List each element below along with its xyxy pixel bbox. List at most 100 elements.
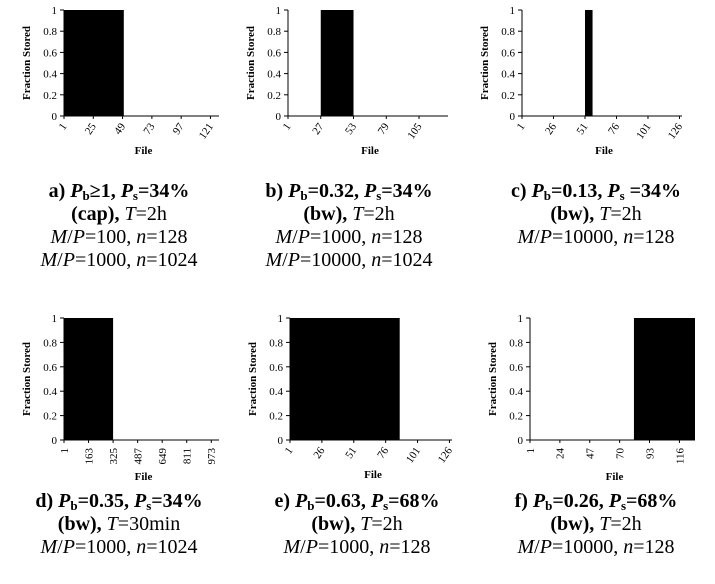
x-axis-label: File [135,471,153,483]
y-tick-label: 0.2 [501,90,515,102]
chart-b-svg: 0 0.2 0.4 0.6 0.8 1 1 27 53 79 105 Fraction Stored F… [245,5,448,157]
x-axis-label: File [361,145,379,157]
x-tick-label: 1 [57,121,70,132]
x-axis-label: File [364,469,382,481]
x-tick-label: 973 [206,448,218,465]
y-tick-label: 1 [278,313,284,325]
x-tick-label: 1 [525,448,537,454]
y-tick-label: 0.8 [269,337,283,349]
y-axis-label: Fraction Stored [245,26,257,100]
y-tick-label: 0.2 [43,411,57,423]
x-tick-label: 487 [132,448,144,465]
x-tick-label: 163 [83,448,95,465]
x-tick-label: 325 [108,448,120,465]
bar [64,318,114,440]
x-tick-label: 649 [157,448,169,465]
x-tick-label: 47 [585,448,597,460]
x-tick-label: 1 [283,445,296,456]
y-tick-label: 0.6 [267,47,281,59]
caption-parameter-line: M/P=1000, n=128 [275,226,423,248]
x-tick-label: 24 [555,448,567,460]
chart-d-svg: 0 0.2 0.4 0.6 0.8 1 1 163 325 487 649 811 973 Fractio… [21,313,219,483]
bar [290,318,400,440]
y-tick-label: 0.8 [267,26,281,38]
x-tick-label: 121 [197,121,216,141]
bar [633,318,695,440]
caption-e: e) Pb=0.63, Ps=68% (bw), T=2h M/P=1000, n=… [238,490,476,559]
chart-panel-a: 0 0.2 0.4 0.6 0.8 1 1 25 49 73 97 121 Fraction Store… [0,0,238,170]
y-tick-label: 0.4 [43,69,57,81]
x-tick-label: 51 [343,445,359,461]
bar [320,10,354,116]
y-tick-label: 0.8 [509,337,523,349]
y-tick-label: 0.4 [267,69,281,81]
chart-panel-e: 0 0.2 0.4 0.6 0.8 1 1 26 51 76 101 126 Fraction Stor… [238,308,476,488]
y-tick-label: 0.6 [43,362,57,374]
caption-mode-line: (bw), T=30min [57,513,181,535]
caption-heading: e) Pb=0.63, Ps=68% [274,490,440,513]
caption-heading: b) Pb=0.32, Ps=34% [265,180,433,203]
y-tick-label: 0.2 [509,411,523,423]
x-tick-label: 76 [606,121,622,137]
caption-mode-line: (bw), T=2h [550,203,642,225]
y-tick-label: 1 [276,5,282,17]
y-tick-label: 0 [278,435,284,447]
x-tick-label: 93 [644,448,656,460]
x-tick-label: 79 [376,121,392,137]
x-tick-label: 1 [59,448,71,454]
x-tick-label: 25 [83,121,99,137]
x-tick-label: 51 [574,121,590,137]
x-tick-label: 49 [112,121,128,137]
chart-panel-c: 0 0.2 0.4 0.6 0.8 1 1 26 51 76 101 126 Fraction Stor… [476,0,715,170]
y-tick-label: 0.2 [267,90,281,102]
caption-heading: a) Pb≥1, Ps=34% [48,180,190,203]
caption-parameter-line: M/P=100, n=128 [50,226,188,248]
caption-parameter-line: M/P=10000, n=128 [517,536,675,558]
chart-f-svg: 0 0.2 0.4 0.6 0.8 1 1 24 47 70 93 116 Fraction Store… [487,313,695,483]
x-tick-label: 1 [515,121,528,132]
x-axis-label: File [606,471,624,483]
chart-panel-d: 0 0.2 0.4 0.6 0.8 1 1 163 325 487 649 811 973 Fractio… [0,308,238,488]
y-tick-label: 0.4 [43,386,57,398]
caption-heading: f) Pb=0.26, Ps=68% [514,490,678,513]
y-tick-label: 0 [510,111,516,123]
x-tick-label: 116 [674,448,686,465]
y-tick-label: 1 [510,5,516,17]
y-axis-label: Fraction Stored [21,26,33,100]
x-axis-label: File [595,145,613,157]
caption-mode-line: (bw), T=2h [303,203,395,225]
x-tick-label: 70 [614,448,626,460]
x-tick-label: 76 [375,445,391,461]
y-axis-label: Fraction Stored [21,342,33,416]
chart-a-svg: 0 0.2 0.4 0.6 0.8 1 1 25 49 73 97 121 Fraction Store… [21,5,219,157]
caption-parameter-line: M/P=1000, n=1024 [40,249,198,271]
y-tick-label: 0.2 [43,90,57,102]
caption-parameter-line: M/P=10000, n=1024 [265,249,433,271]
caption-f: f) Pb=0.26, Ps=68% (bw), T=2h M/P=10000, n… [477,490,715,559]
x-tick-label: 101 [634,121,653,141]
y-tick-label: 0 [52,111,58,123]
y-tick-label: 0.6 [43,47,57,59]
bar [64,10,124,116]
x-tick-label: 105 [405,121,425,142]
caption-heading: c) Pb=0.13, Ps =34% [510,180,682,203]
caption-mode-line: (bw), T=2h [550,513,642,535]
y-tick-label: 0 [52,435,58,447]
caption-parameter-line: M/P=10000, n=128 [517,226,675,248]
x-tick-label: 126 [436,445,456,466]
x-tick-label: 101 [404,445,423,465]
y-tick-label: 0.6 [509,362,523,374]
caption-c: c) Pb=0.13, Ps =34% (bw), T=2h M/P=10000, … [477,180,715,249]
x-tick-label: 73 [141,121,157,137]
caption-mode-line: (bw), T=2h [311,513,403,535]
y-tick-label: 1 [52,313,58,325]
x-tick-label: 53 [343,121,359,137]
caption-mode-line: (cap), T=2h [71,203,167,225]
y-tick-label: 0.8 [43,26,57,38]
y-tick-label: 0.6 [269,362,283,374]
y-tick-label: 1 [518,313,524,325]
x-tick-label: 811 [182,448,194,464]
y-tick-label: 0 [276,111,282,123]
